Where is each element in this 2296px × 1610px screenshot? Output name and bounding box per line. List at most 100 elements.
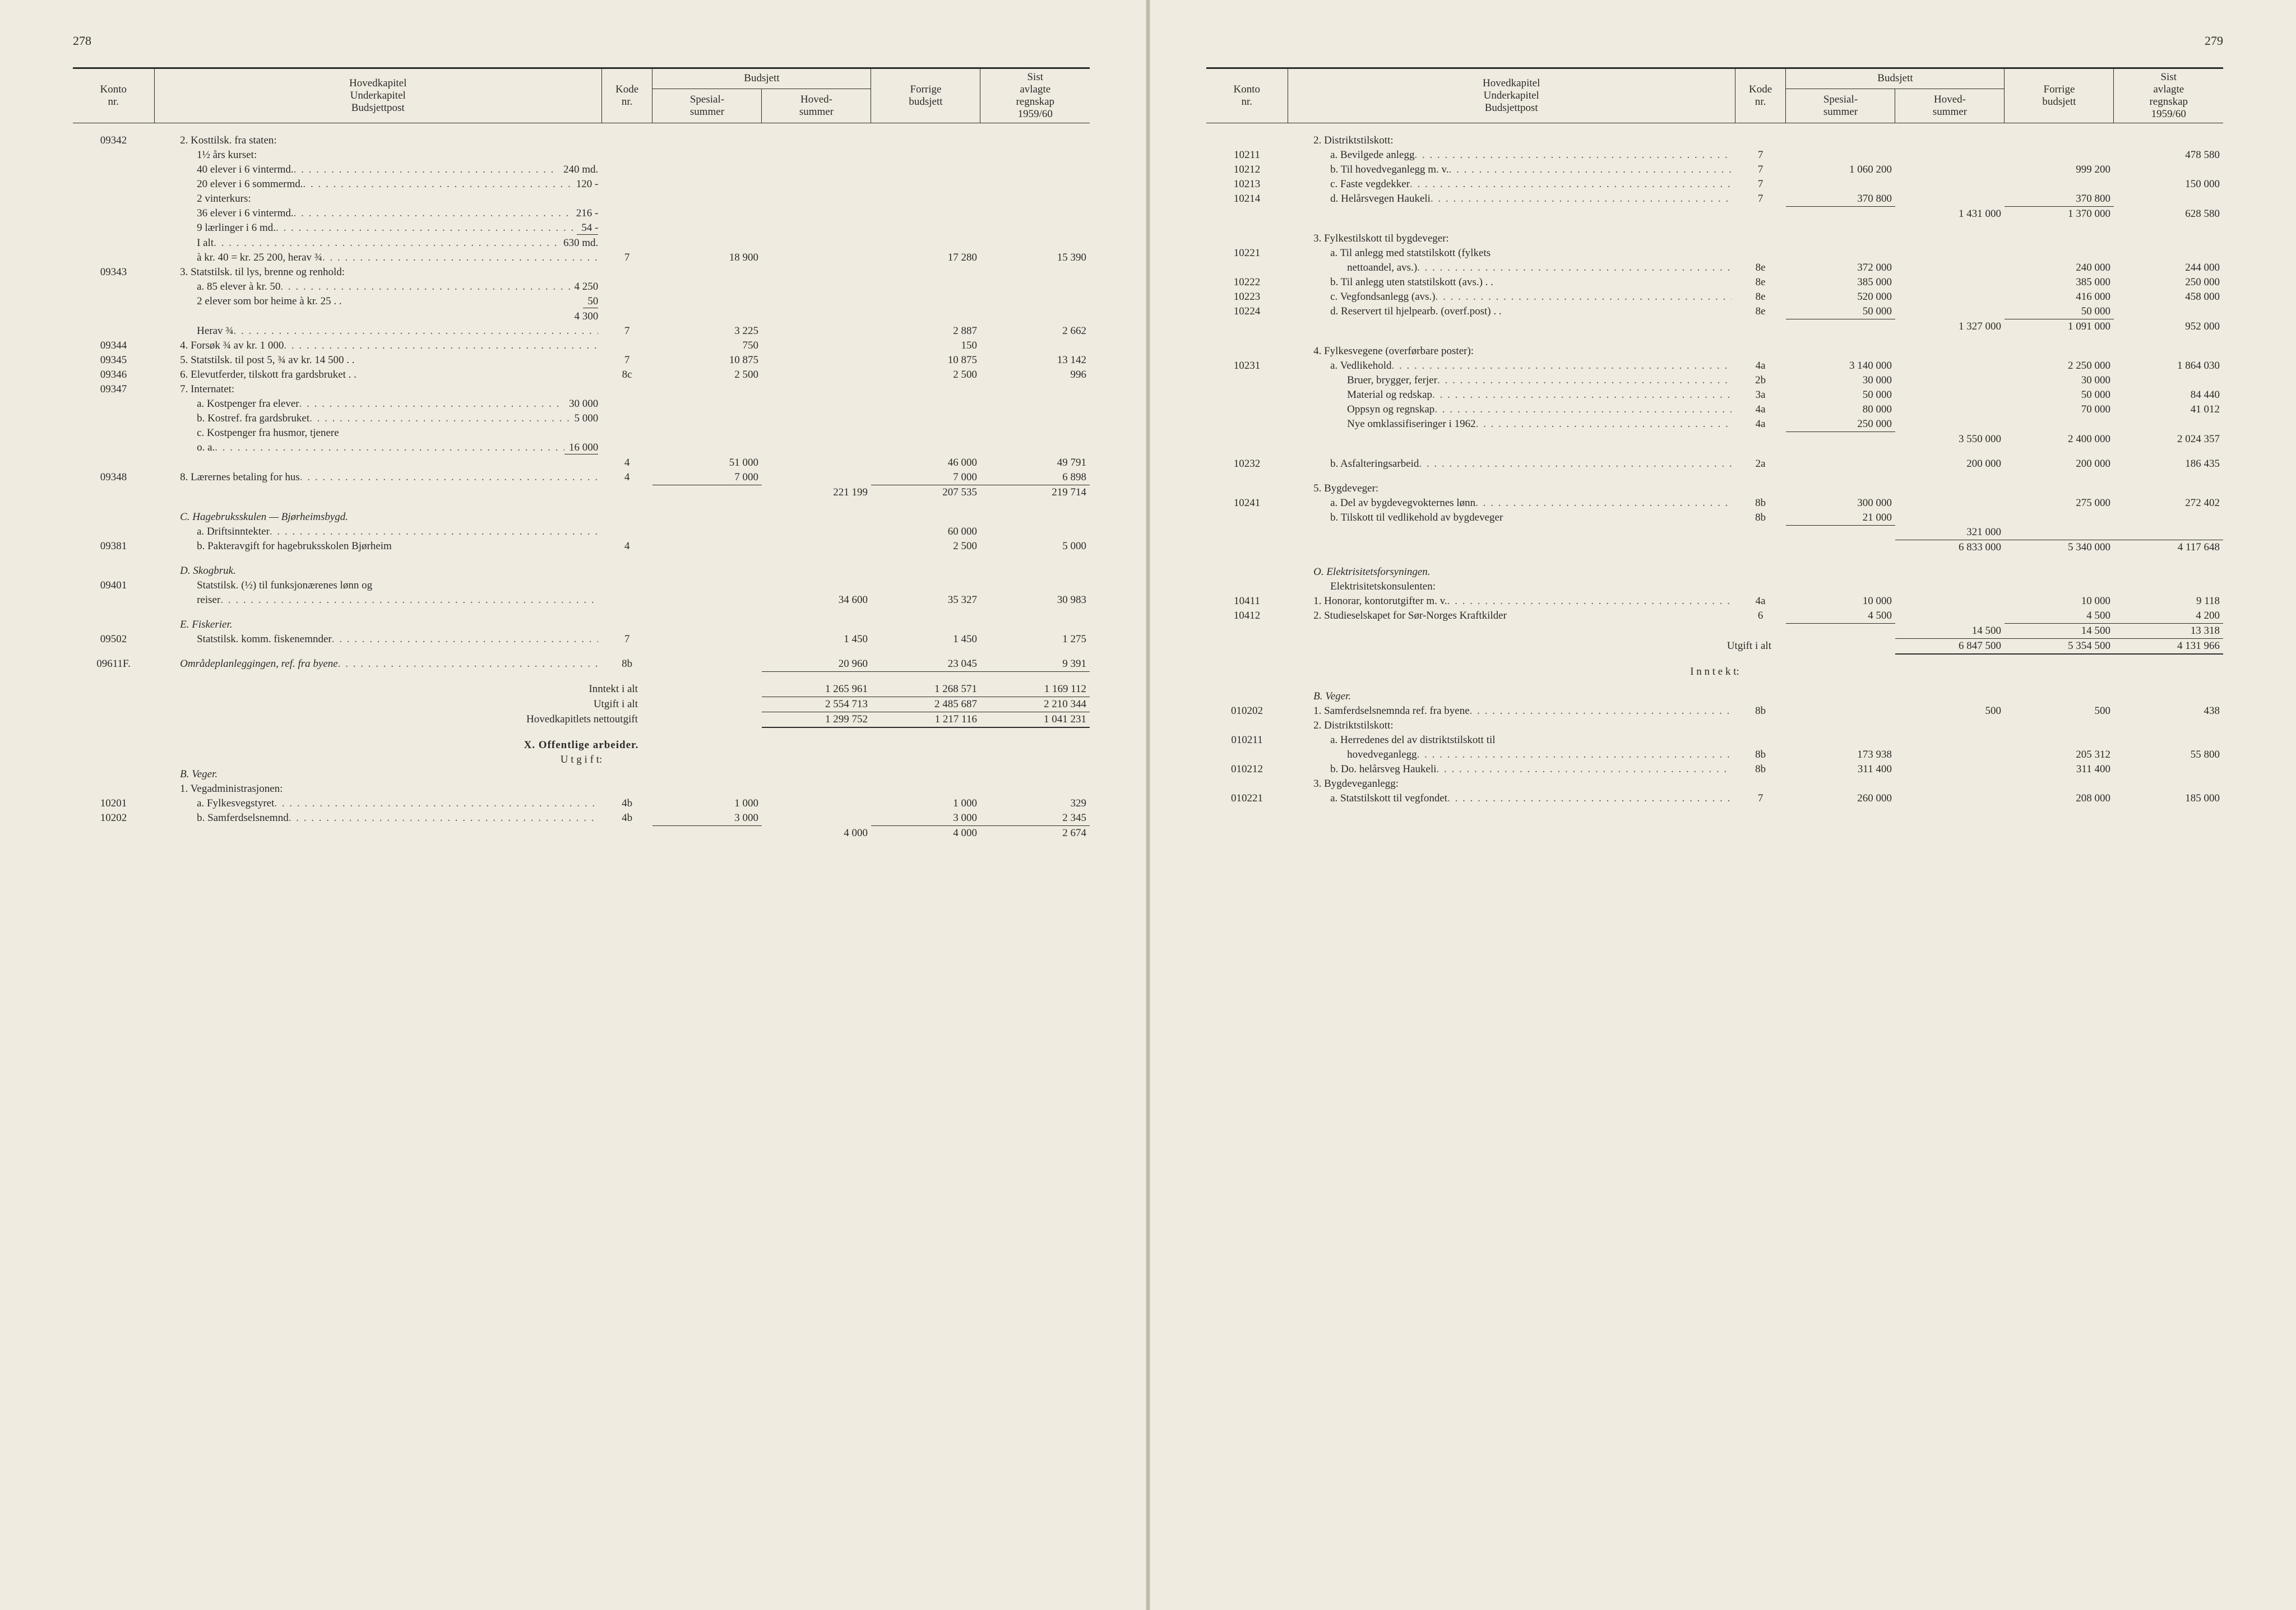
cell-spesial: [652, 397, 762, 411]
cell-desc: 1½ års kurset:: [154, 148, 601, 163]
cell-sist: [980, 411, 1090, 426]
cell-sist: 49 791: [980, 456, 1090, 470]
cell-konto: [73, 426, 154, 440]
cell-kode: 7: [601, 632, 652, 647]
cell-hoved: [1895, 231, 2005, 246]
section-title: X. Offentlige arbeider.: [73, 738, 1090, 753]
cell-sist: [980, 163, 1090, 177]
cell-hoved: 6 833 000: [1895, 540, 2005, 555]
cell-spesial: [652, 192, 762, 206]
cell-spesial: [652, 236, 762, 250]
cell-forrige: [871, 397, 980, 411]
cell-sist: 150 000: [2114, 177, 2223, 192]
cell-desc: Områdeplanleggingen, ref. fra byene: [154, 657, 601, 672]
cell-spesial: [652, 485, 762, 500]
th-hovedsum: Hoved-summer: [762, 89, 871, 123]
cell-sist: 1 864 030: [2114, 359, 2223, 373]
cell-spesial: 30 000: [1786, 373, 1895, 388]
cell-forrige: [2005, 565, 2114, 579]
th-hoved: HovedkapitelUnderkapitelBudsjettpost: [154, 68, 601, 123]
cell-hoved: [762, 510, 871, 525]
cell-hoved: [1895, 304, 2005, 319]
cell-sist: 272 402: [2114, 496, 2223, 511]
cell-kode: [601, 192, 652, 206]
cell-forrige: 205 312: [2005, 748, 2114, 762]
cell-spesial: [1786, 344, 1895, 359]
cell-spesial: 3 000: [652, 811, 762, 826]
cell-hoved: [762, 368, 871, 382]
cell-forrige: [871, 782, 980, 796]
cell-forrige: [871, 564, 980, 578]
cell-desc: d. Reservert til hjelpearb. (overf.post)…: [1288, 304, 1735, 319]
cell-spesial: [652, 294, 762, 309]
cell-kode: 7: [1735, 148, 1786, 163]
cell-hoved: [1895, 133, 2005, 148]
cell-forrige: [871, 309, 980, 324]
cell-desc: 36 elever i 6 vintermd.216 -: [154, 206, 601, 221]
cell-spesial: [652, 539, 762, 554]
cell-desc: C. Hagebruksskulen — Bjørheimsbygd.: [154, 510, 601, 525]
center-label: I n n t e k t:: [1206, 665, 2223, 679]
cell-spesial: [1786, 177, 1895, 192]
cell-forrige: 275 000: [2005, 496, 2114, 511]
cell-konto: [1206, 579, 1288, 594]
cell-kode: [601, 309, 652, 324]
cell-desc: 2 elever som bor heime à kr. 25 . .50: [154, 294, 601, 309]
cell-konto: [1206, 481, 1288, 496]
cell-hoved: 1 327 000: [1895, 319, 2005, 335]
cell-forrige: 208 000: [2005, 791, 2114, 806]
cell-kode: [1735, 733, 1786, 748]
cell-hoved: 500: [1895, 704, 2005, 718]
cell-konto: [73, 782, 154, 796]
cell-hoved: [762, 411, 871, 426]
cell-hoved: [762, 192, 871, 206]
cell-spesial: [1786, 777, 1895, 791]
cell-hoved: [1895, 791, 2005, 806]
cell-sist: [980, 280, 1090, 294]
cell-hoved: [762, 525, 871, 539]
cell-spesial: [1786, 624, 1895, 639]
book-spread: 278 Kontonr.HovedkapitelUnderkapitelBuds…: [0, 0, 2296, 1610]
cell-konto: [1206, 718, 1288, 733]
cell-konto: 10213: [1206, 177, 1288, 192]
cell-sist: [980, 294, 1090, 309]
cell-forrige: 5 340 000: [2005, 540, 2114, 555]
cell-forrige: 999 200: [2005, 163, 2114, 177]
cell-desc: hovedveganlegg: [1288, 748, 1735, 762]
cell-konto: [1206, 748, 1288, 762]
cell-sist: 628 580: [2114, 207, 2223, 222]
cell-konto: [73, 510, 154, 525]
cell-kode: [601, 221, 652, 236]
cell-hoved: [1895, 163, 2005, 177]
cell-spesial: 10 000: [1786, 594, 1895, 609]
cell-konto: [1206, 689, 1288, 704]
cell-desc: b. Asfalteringsarbeid: [1288, 457, 1735, 471]
cell-konto: 010211: [1206, 733, 1288, 748]
cell-desc: Statstilsk. (½) til funksjonærenes lønn …: [154, 578, 601, 593]
cell-spesial: 18 900: [652, 250, 762, 265]
cell-forrige: [2005, 733, 2114, 748]
cell-spesial: 311 400: [1786, 762, 1895, 777]
cell-spesial: [652, 309, 762, 324]
cell-spesial: [652, 564, 762, 578]
cell-desc: 2 vinterkurs:: [154, 192, 601, 206]
cell-forrige: [2005, 777, 2114, 791]
cell-kode: [601, 177, 652, 192]
cell-forrige: [2005, 525, 2114, 540]
cell-konto: [1206, 133, 1288, 148]
cell-spesial: 750: [652, 338, 762, 353]
cell-hoved: [1895, 148, 2005, 163]
cell-forrige: [871, 221, 980, 236]
cell-kode: [601, 578, 652, 593]
cell-sist: [980, 525, 1090, 539]
ledger-table-right: Kontonr.HovedkapitelUnderkapitelBudsjett…: [1206, 67, 2223, 806]
cell-desc: b. Tilskott til vedlikehold av bygdevege…: [1288, 511, 1735, 526]
cell-sist: [2114, 373, 2223, 388]
th-kode: Kodenr.: [601, 68, 652, 123]
cell-forrige: 7 000: [871, 470, 980, 485]
cell-konto: 10221: [1206, 246, 1288, 261]
cell-kode: [601, 767, 652, 782]
cell-hoved: [1895, 777, 2005, 791]
cell-sist: [2114, 689, 2223, 704]
th-budsjett: Budsjett: [652, 68, 871, 89]
